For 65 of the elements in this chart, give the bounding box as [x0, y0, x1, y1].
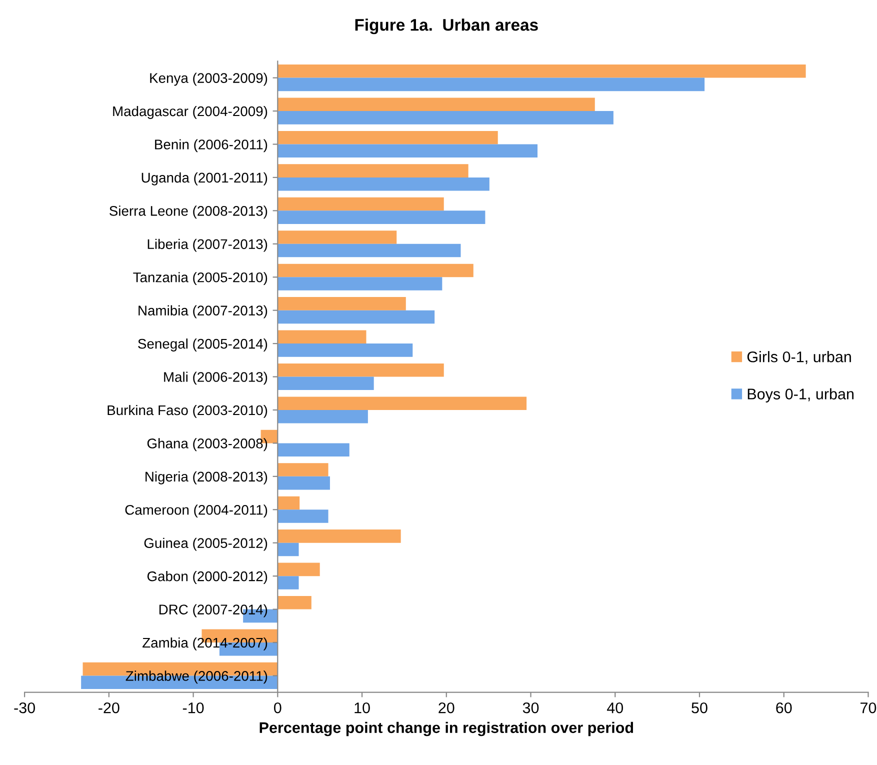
y-tick-label: Kenya (2003-2009) — [150, 72, 268, 86]
bar — [278, 396, 527, 410]
x-tick-label: 20 — [438, 702, 454, 714]
y-tick-label: Mali (2006-2013) — [164, 372, 268, 385]
bar — [278, 210, 486, 224]
bar — [278, 230, 397, 244]
x-tick-label: -30 — [14, 702, 35, 714]
bar — [278, 443, 350, 456]
x-tick-label: 10 — [354, 702, 370, 714]
y-tick-label: Ghana (2003-2008) — [147, 438, 268, 452]
bar — [278, 476, 330, 490]
y-tick-label: Nigeria (2008-2013) — [146, 471, 268, 484]
bar — [278, 376, 374, 390]
bar — [278, 244, 461, 258]
y-tick-label: Zambia (2014-2007) — [142, 637, 268, 650]
bar — [278, 310, 435, 324]
y-tick-label: Tanzania (2005-2010) — [133, 272, 268, 286]
bar — [278, 330, 366, 344]
legend-label: Boys 0-1, urban — [748, 388, 854, 402]
bar — [278, 144, 538, 158]
bar — [278, 130, 498, 144]
x-tick-label: 40 — [606, 702, 624, 714]
bar — [278, 98, 595, 112]
bar — [278, 410, 368, 424]
bar — [278, 510, 328, 523]
bar — [278, 111, 614, 124]
x-tick-label: -10 — [182, 702, 204, 714]
bar — [278, 264, 474, 278]
y-tick-label: Gabon (2000-2012) — [147, 571, 268, 584]
y-tick-label: DRC (2007-2014) — [159, 604, 268, 618]
y-tick-label: Guinea (2005-2012) — [144, 538, 268, 551]
x-tick-label: 0 — [274, 702, 282, 714]
y-tick-label: Uganda (2001-2011) — [142, 172, 268, 186]
bar — [278, 463, 328, 476]
x-tick-label: -20 — [98, 702, 120, 714]
x-axis-title: Percentage point change in registration over period — [260, 722, 634, 736]
y-tick-label: Benin (2006-2011) — [155, 139, 268, 152]
bar — [278, 64, 806, 78]
bar — [278, 277, 442, 290]
bar — [278, 562, 320, 576]
x-tick-label: 50 — [692, 702, 708, 714]
y-tick-label: Namibia (2007-2013) — [138, 305, 268, 318]
y-tick-label: Burkina Faso (2003-2010) — [108, 404, 268, 418]
y-tick-label: Senegal (2005-2014) — [138, 338, 268, 352]
chart-title: Figure 1a. Urban areas — [355, 18, 538, 34]
bar — [278, 596, 312, 610]
bar — [278, 363, 444, 377]
bar — [278, 164, 468, 178]
bar — [278, 344, 413, 357]
y-tick-label: Madagascar (2004-2009) — [113, 106, 268, 119]
y-tick-label: Liberia (2007-2013) — [148, 238, 268, 252]
bar — [278, 496, 300, 510]
x-tick-label: 70 — [860, 702, 876, 714]
bar — [278, 576, 299, 590]
bar — [278, 177, 490, 191]
bar — [278, 297, 406, 310]
bar — [278, 197, 444, 211]
bar — [278, 530, 401, 543]
bar — [278, 78, 705, 92]
y-tick-label: Sierra Leone (2008-2013) — [110, 206, 268, 219]
legend-label: Girls 0-1, urban — [747, 351, 851, 364]
x-tick-label: 60 — [776, 702, 792, 714]
bar — [278, 542, 299, 556]
x-tick-label: 30 — [522, 702, 539, 714]
y-tick-label: Cameroon (2004-2011) — [125, 504, 268, 518]
